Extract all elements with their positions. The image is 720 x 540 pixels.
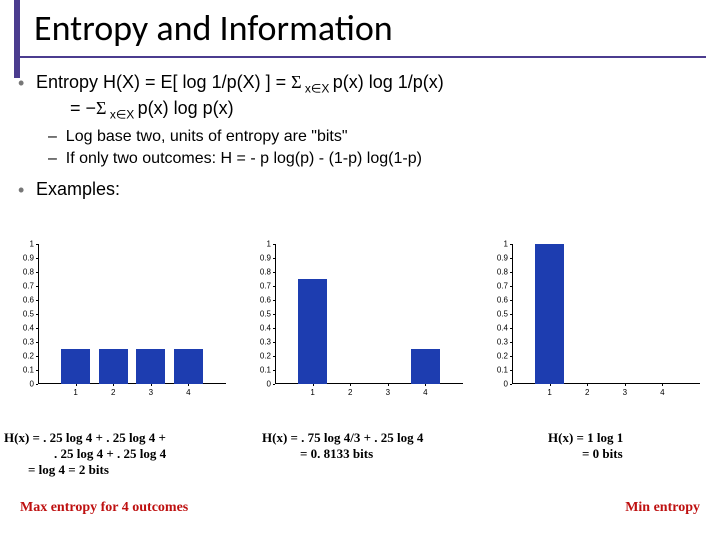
xtick-label: 4 xyxy=(660,388,664,397)
ytick-label: 0.7 xyxy=(23,282,34,291)
accent-bar xyxy=(14,0,20,78)
caption-2-line1: H(x) = . 75 log 4/3 + . 25 log 4 xyxy=(262,430,423,446)
footer-min-entropy: Min entropy xyxy=(625,500,700,516)
ytick-label: 0.6 xyxy=(260,296,271,305)
bar xyxy=(174,349,203,384)
caption-1-line2: . 25 log 4 + . 25 log 4 xyxy=(54,446,166,462)
ytick-label: 0.5 xyxy=(23,310,34,319)
chart-1: 0 0.1 0.2 0.3 0.4 0.5 0.6 0.7 0.8 0.9 1 1 2 3 4 xyxy=(10,240,236,405)
ytick-label: 1 xyxy=(30,240,34,249)
chart-2: 0 0.1 0.2 0.3 0.4 0.5 0.6 0.7 0.8 0.9 1 1 2 3 4 xyxy=(247,240,473,405)
ytick-label: 0.8 xyxy=(260,268,271,277)
bar xyxy=(136,349,165,384)
ytick-label: 1 xyxy=(504,240,508,249)
xtick-label: 4 xyxy=(186,388,190,397)
ytick-label: 0.8 xyxy=(497,268,508,277)
ytick-label: 0.3 xyxy=(260,338,271,347)
ytick-label: 0.4 xyxy=(23,324,34,333)
xtick-label: 3 xyxy=(623,388,627,397)
caption-1-line3: = log 4 = 2 bits xyxy=(28,462,109,478)
ytick-label: 0.9 xyxy=(260,254,271,263)
ytick-label: 0.9 xyxy=(497,254,508,263)
ytick-label: 0.1 xyxy=(260,366,271,375)
ytick-label: 0.6 xyxy=(23,296,34,305)
bar xyxy=(61,349,90,384)
title-underline xyxy=(14,56,706,58)
xtick-label: 1 xyxy=(310,388,314,397)
page-title: Entropy and Information xyxy=(34,6,393,50)
entropy-formula-line2: = −Σ x∈X p(x) log p(x) xyxy=(70,98,234,122)
ytick-label: 0.7 xyxy=(260,282,271,291)
xtick-label: 2 xyxy=(348,388,352,397)
ytick-label: 0.2 xyxy=(260,352,271,361)
ytick-label: 0.1 xyxy=(23,366,34,375)
ytick-label: 0.9 xyxy=(23,254,34,263)
ytick-label: 0.2 xyxy=(497,352,508,361)
ytick-label: 0.1 xyxy=(497,366,508,375)
caption-2-line2: = 0. 8133 bits xyxy=(300,446,373,462)
caption-1-line1: H(x) = . 25 log 4 + . 25 log 4 + xyxy=(4,430,166,446)
bullet-dot: • xyxy=(18,73,24,94)
chart-3: 0 0.1 0.2 0.3 0.4 0.5 0.6 0.7 0.8 0.9 1 1 2 3 4 xyxy=(484,240,710,405)
footer-max-entropy: Max entropy for 4 outcomes xyxy=(20,500,188,516)
ytick-label: 1 xyxy=(267,240,271,249)
sub-bullet-1: – Log base two, units of entropy are "bi… xyxy=(48,128,348,146)
bullet-dot-2: • xyxy=(18,180,24,201)
ytick-label: 0.6 xyxy=(497,296,508,305)
xtick-label: 2 xyxy=(111,388,115,397)
bar xyxy=(535,244,564,384)
ytick-label: 0.3 xyxy=(23,338,34,347)
ytick-label: 0.8 xyxy=(23,268,34,277)
xtick-label: 1 xyxy=(73,388,77,397)
ytick-label: 0 xyxy=(504,380,508,389)
ytick-label: 0.5 xyxy=(497,310,508,319)
ytick-label: 0 xyxy=(30,380,34,389)
bar xyxy=(298,279,327,384)
ytick-label: 0.5 xyxy=(260,310,271,319)
charts-row: 0 0.1 0.2 0.3 0.4 0.5 0.6 0.7 0.8 0.9 1 1 2 3 4 0 0.1 0.… xyxy=(10,240,710,405)
caption-3-line2: = 0 bits xyxy=(582,446,623,462)
xtick-label: 1 xyxy=(547,388,551,397)
examples-label: Examples: xyxy=(36,179,120,200)
ytick-label: 0.2 xyxy=(23,352,34,361)
ytick-label: 0.7 xyxy=(497,282,508,291)
ytick-label: 0 xyxy=(267,380,271,389)
bar xyxy=(99,349,128,384)
xtick-label: 4 xyxy=(423,388,427,397)
sub-bullet-2: – If only two outcomes: H = - p log(p) -… xyxy=(48,150,422,168)
xtick-label: 3 xyxy=(386,388,390,397)
ytick-label: 0.4 xyxy=(497,324,508,333)
xtick-label: 2 xyxy=(585,388,589,397)
ytick-label: 0.3 xyxy=(497,338,508,347)
bar xyxy=(411,349,440,384)
ytick-label: 0.4 xyxy=(260,324,271,333)
xtick-label: 3 xyxy=(149,388,153,397)
entropy-formula-line1: Entropy H(X) = E[ log 1/p(X) ] = Σ x∈X p… xyxy=(36,72,444,96)
caption-3-line1: H(x) = 1 log 1 xyxy=(548,430,623,446)
